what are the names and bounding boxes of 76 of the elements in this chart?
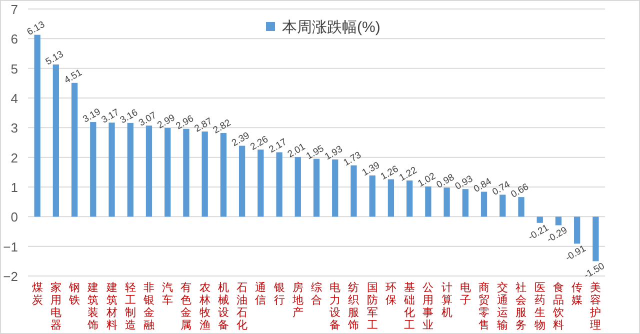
data-label: 6.13 xyxy=(25,19,47,38)
x-tick-label: 电子 xyxy=(460,281,471,306)
bar xyxy=(444,188,450,217)
bar xyxy=(313,158,320,217)
bar xyxy=(127,122,134,217)
bar xyxy=(202,132,208,217)
bar xyxy=(574,216,580,244)
bar xyxy=(350,165,357,217)
bar xyxy=(500,194,506,217)
y-tick-label: 0 xyxy=(10,210,18,225)
x-tick-label: 交通运输 xyxy=(497,281,508,332)
bar xyxy=(388,179,394,217)
y-tick-label: 6 xyxy=(10,32,18,47)
x-tick-label: 有色金属 xyxy=(180,282,192,332)
bar xyxy=(276,152,282,217)
bar xyxy=(164,128,171,217)
x-tick-label: 计算机 xyxy=(441,281,452,319)
x-tick-label: 非银金融 xyxy=(142,281,154,332)
bar xyxy=(183,128,190,217)
x-tick-label: 房地产 xyxy=(291,281,304,319)
x-tick-label: 纺织服饰 xyxy=(347,281,360,332)
bar xyxy=(258,150,264,217)
x-tick-label: 通信 xyxy=(255,281,266,306)
x-tick-label: 综合 xyxy=(311,281,322,306)
bar xyxy=(238,146,246,217)
x-tick-label: 商贸零售 xyxy=(478,281,490,332)
bar xyxy=(536,216,543,223)
x-tick-label: 食品饮料 xyxy=(552,282,564,332)
y-tick-label: −1 xyxy=(3,239,18,254)
y-tick-label: 2 xyxy=(10,150,18,166)
x-tick-label: 建筑装饰 xyxy=(86,281,99,332)
x-tick-label: 轻工制造 xyxy=(124,282,136,332)
bar xyxy=(406,180,413,217)
bar xyxy=(220,133,227,217)
x-tick-label: 国防军工 xyxy=(366,282,378,332)
bar xyxy=(332,159,338,217)
y-tick-label: 1 xyxy=(10,180,18,195)
x-tick-label: 机械设备 xyxy=(218,282,229,332)
x-tick-label: 建筑材料 xyxy=(105,281,118,332)
bar xyxy=(555,216,562,226)
bar xyxy=(90,122,96,217)
data-label: 5.13 xyxy=(44,48,66,68)
x-tick-label: 环保 xyxy=(385,282,396,306)
y-tick-label: 4 xyxy=(10,91,18,106)
data-label: 4.51 xyxy=(62,67,84,86)
x-tick-label: 电力设备 xyxy=(330,281,341,332)
bar xyxy=(34,34,40,217)
x-tick-label: 公用事业 xyxy=(422,282,434,332)
x-tick-label: 汽车 xyxy=(162,282,174,306)
bar xyxy=(369,175,376,217)
bar xyxy=(146,126,152,217)
bar xyxy=(518,197,524,217)
x-tick-label: 煤炭 xyxy=(32,282,43,306)
bar xyxy=(71,82,78,217)
y-tick-label: −2 xyxy=(3,269,18,284)
bar xyxy=(108,122,115,217)
x-tick-label: 美容护理 xyxy=(589,281,602,332)
bar xyxy=(425,186,432,217)
x-tick-label: 医药生物 xyxy=(534,282,546,332)
y-tick-label: 7 xyxy=(10,2,18,17)
x-tick-label: 传媒 xyxy=(572,282,583,306)
x-tick-label: 银行 xyxy=(272,282,285,306)
bar xyxy=(462,189,468,217)
x-tick-label: 钢铁 xyxy=(68,282,80,306)
x-tick-label: 基础化工 xyxy=(403,281,416,332)
y-tick-label: 5 xyxy=(10,61,18,76)
bar xyxy=(592,216,599,262)
legend-label: 本周涨跌幅(%) xyxy=(282,19,380,36)
y-tick-label: 3 xyxy=(10,120,18,136)
x-tick-label: 家用电器 xyxy=(50,281,62,332)
bar xyxy=(294,157,301,217)
bar xyxy=(52,64,59,217)
x-tick-label: 石油石化 xyxy=(236,282,248,332)
bar xyxy=(480,192,488,217)
x-tick-label: 社会服务 xyxy=(516,281,527,332)
x-tick-label: 农林牧渔 xyxy=(198,282,210,332)
